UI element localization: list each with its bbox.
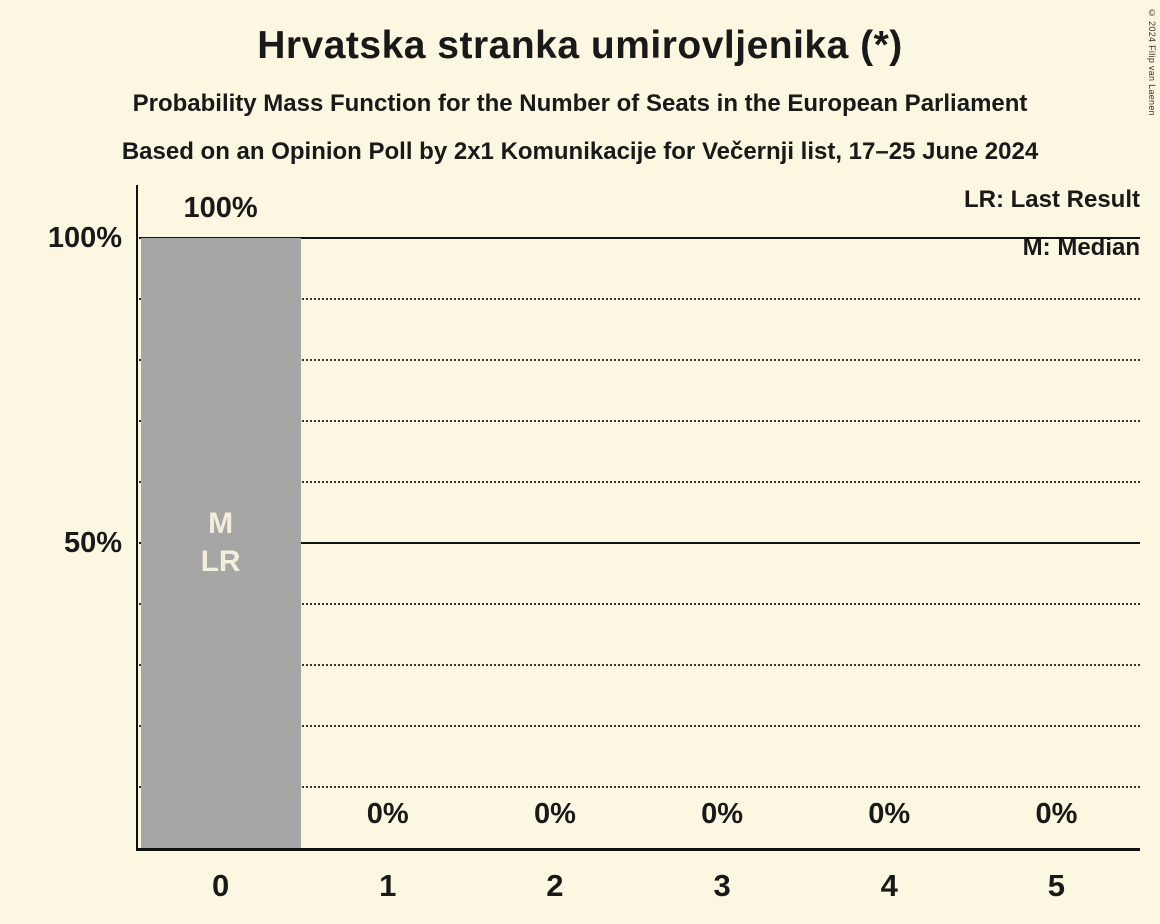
- gridline-dotted-80pct: [139, 359, 1140, 361]
- gridline-dotted-60pct: [139, 481, 1140, 483]
- y-tick-label-50pct: 50%: [63, 527, 122, 559]
- bar-annotation-line: M: [208, 507, 234, 540]
- value-label-seats-0: 100%: [183, 192, 258, 224]
- chart-source-line: Based on an Opinion Poll by 2x1 Komunika…: [121, 138, 1039, 165]
- gridline-dotted-10pct: [139, 786, 1140, 788]
- bar-annotation-line: LR: [200, 545, 241, 578]
- gridline-dotted-40pct: [139, 603, 1140, 605]
- x-tick-label-1: 1: [379, 868, 397, 903]
- gridline-solid-50pct: [139, 542, 1140, 544]
- x-tick-label-5: 5: [1047, 868, 1066, 903]
- x-axis-line: [136, 848, 1140, 851]
- x-tick-label-0: 0: [211, 868, 230, 903]
- bar-annotation-seats-0: M LR: [141, 488, 301, 598]
- chart-title: Hrvatska stranka umirovljenika (*): [257, 24, 903, 67]
- value-label-seats-3: 0%: [701, 798, 744, 830]
- bar-seats-0: [140, 238, 301, 848]
- gridline-dotted-30pct: [139, 664, 1140, 666]
- value-label-seats-5: 0%: [1035, 798, 1078, 830]
- value-label-seats-2: 0%: [533, 798, 576, 830]
- gridline-solid-100pct: [139, 237, 1140, 239]
- value-label-seats-1: 0%: [366, 798, 409, 830]
- y-tick-label-100pct: 100%: [47, 222, 122, 254]
- x-tick-label-2: 2: [546, 868, 564, 903]
- value-label-seats-4: 0%: [868, 798, 911, 830]
- y-axis-line: [136, 185, 138, 850]
- copyright-text: © 2024 Filip van Laenen: [1147, 8, 1157, 116]
- gridline-dotted-20pct: [139, 725, 1140, 727]
- x-tick-label-4: 4: [880, 868, 898, 903]
- legend-last-result: LR: Last Result: [963, 186, 1140, 213]
- chart-subtitle: Probability Mass Function for the Number…: [132, 90, 1028, 117]
- x-tick-label-3: 3: [713, 868, 731, 903]
- gridline-dotted-90pct: [139, 298, 1140, 300]
- gridline-dotted-70pct: [139, 420, 1140, 422]
